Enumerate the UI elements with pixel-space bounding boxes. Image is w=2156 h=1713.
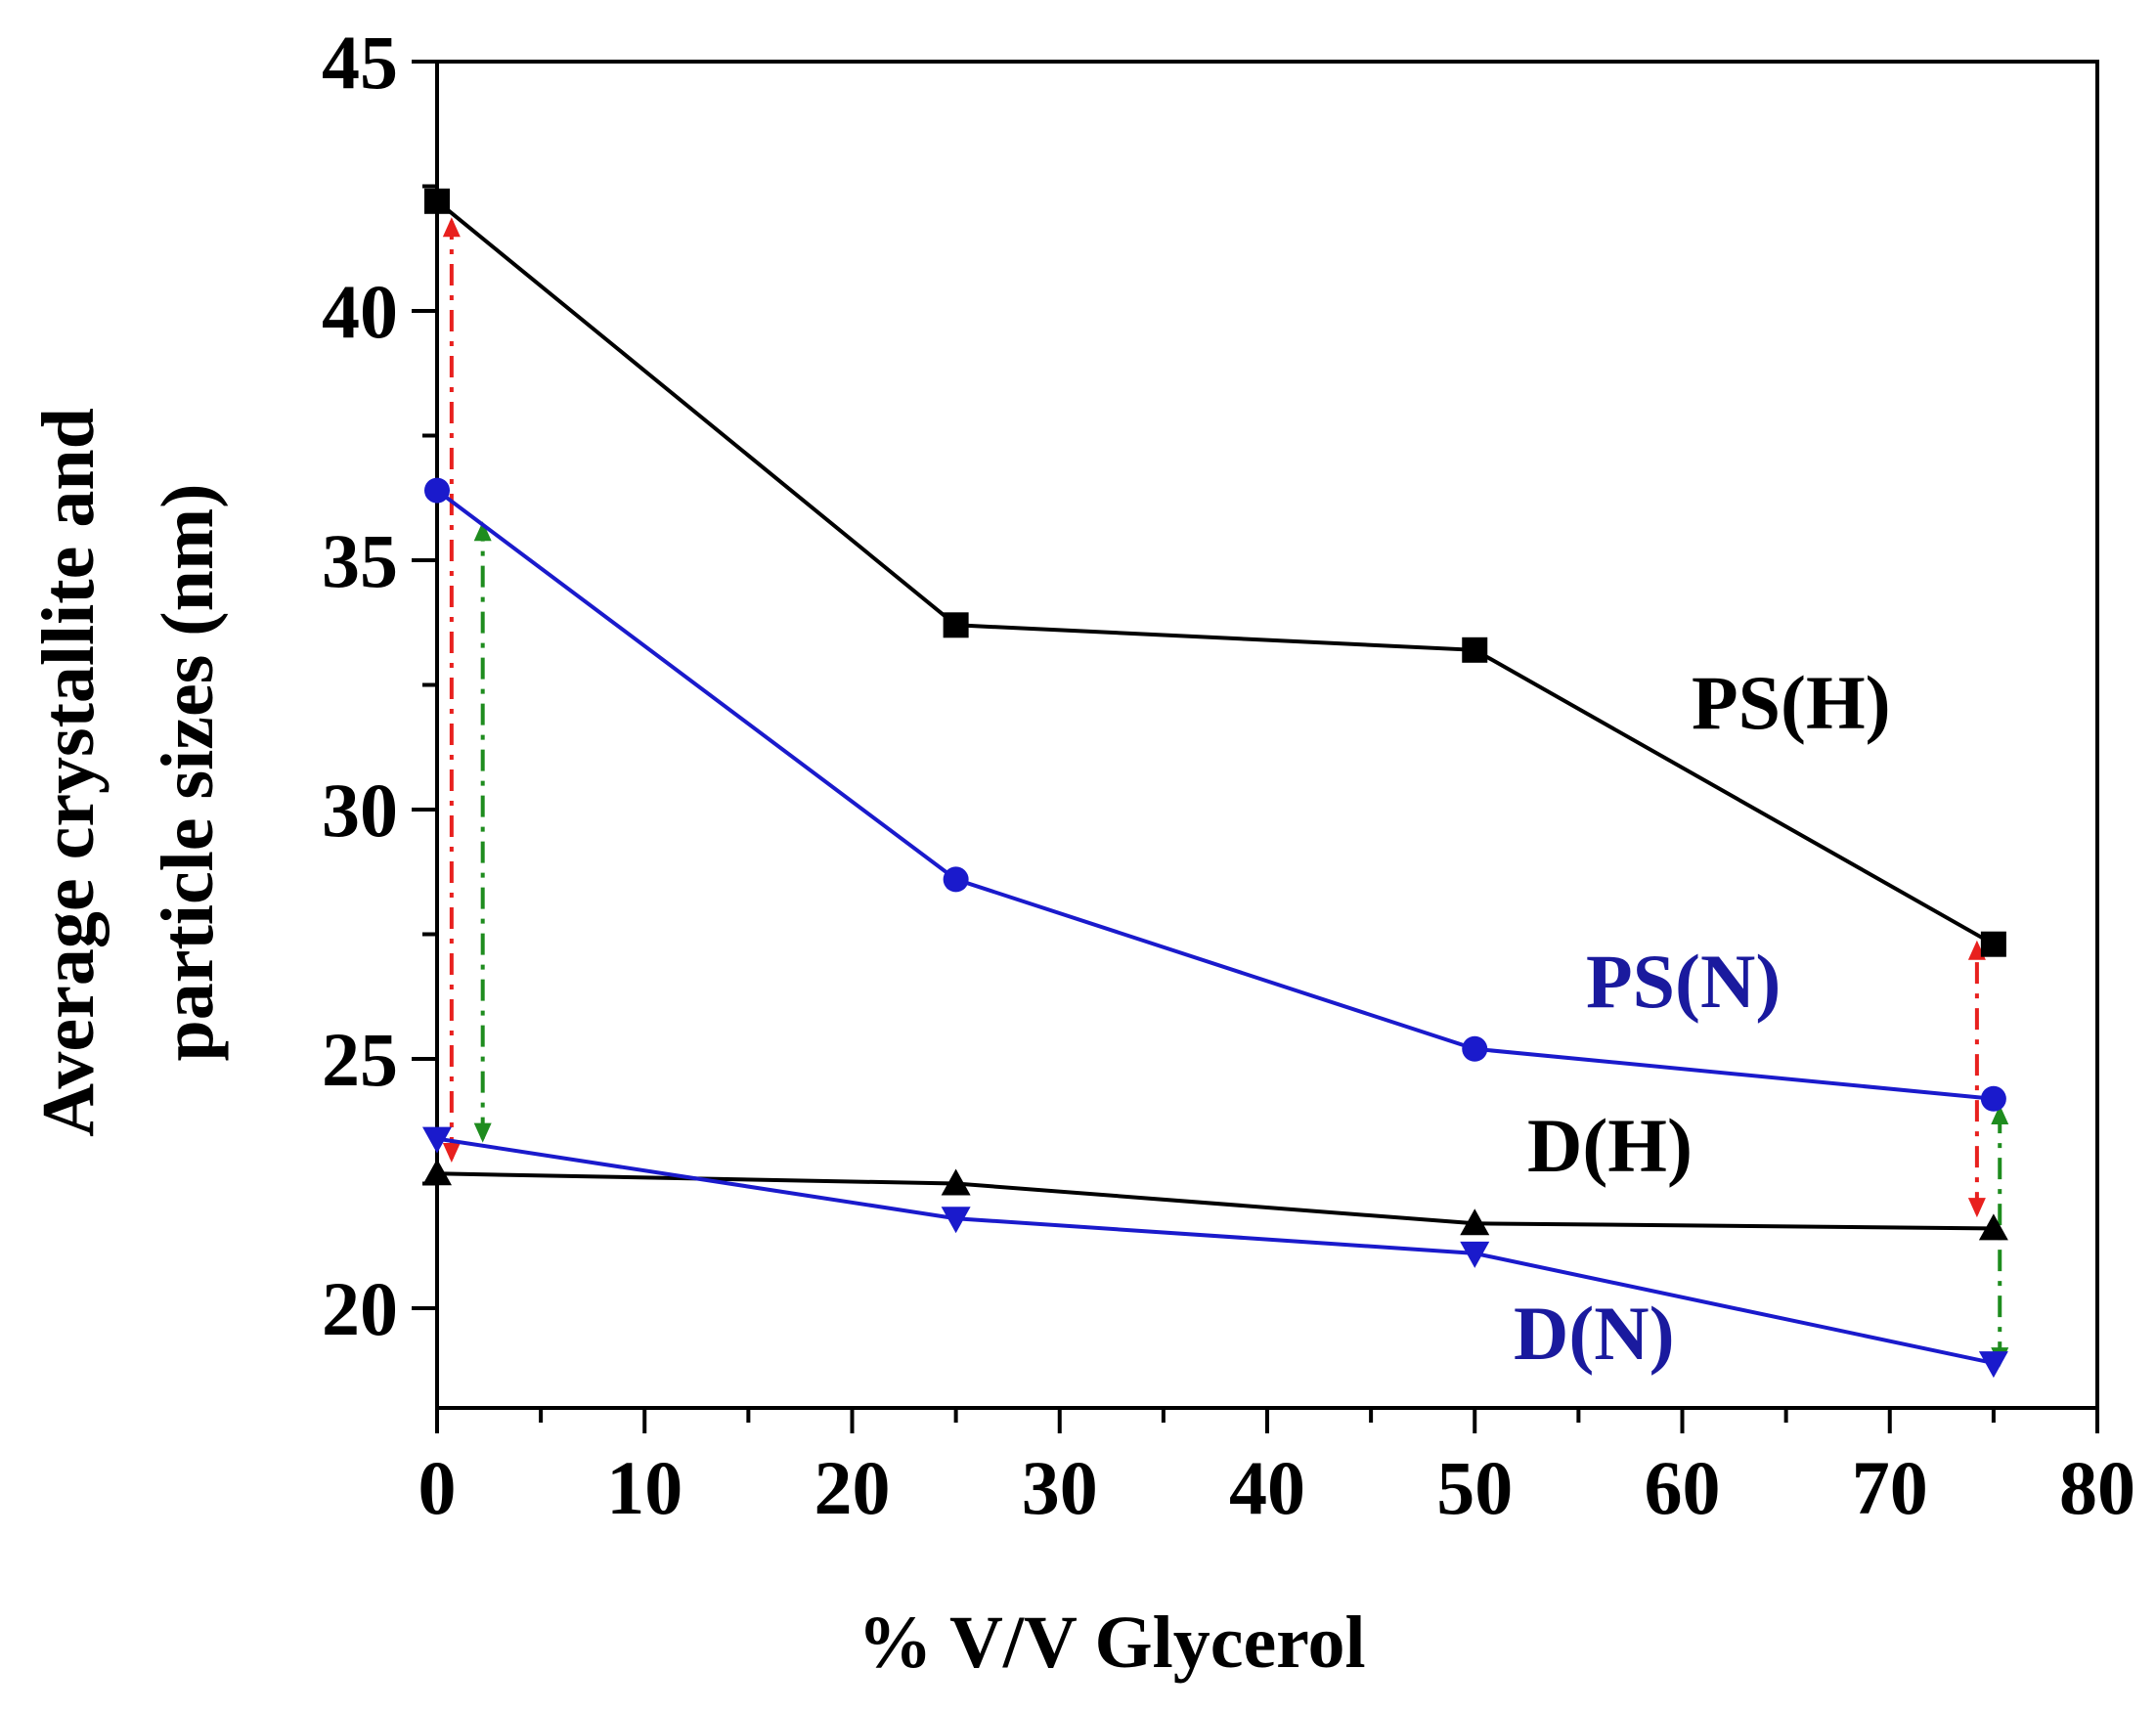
data-point-ps-n [1980, 1085, 2006, 1112]
y-tick-labels: 20 25 30 35 40 45 [322, 20, 398, 1351]
y-tick-label: 45 [322, 20, 398, 105]
x-tick-label: 20 [814, 1445, 891, 1530]
data-point-d-n [1460, 1241, 1490, 1268]
x-tick-labels: 0 10 20 30 40 50 60 70 80 [418, 1445, 2136, 1530]
y-axis-title-line1: Average crystallite and [27, 408, 110, 1137]
y-tick-label: 40 [322, 269, 398, 354]
annotation-arrows [442, 217, 2009, 1368]
annotation-arrowhead-down [1967, 1198, 1986, 1218]
y-tick-label: 25 [322, 1017, 398, 1102]
x-tick-label: 50 [1436, 1445, 1513, 1530]
series-label-d-n: D(N) [1514, 1291, 1675, 1376]
annotation-arrowhead-up [442, 217, 461, 238]
data-point-ps-h [1462, 637, 1488, 663]
y-tick-label: 30 [322, 768, 398, 853]
data-point-d-h [1460, 1208, 1490, 1236]
axis-ticks [412, 60, 2099, 1433]
x-tick-label: 70 [1852, 1445, 1928, 1530]
data-point-d-n [941, 1207, 971, 1234]
data-point-ps-h [1980, 931, 2006, 957]
y-tick-label: 35 [322, 518, 398, 603]
data-point-d-n [422, 1126, 452, 1154]
x-tick-label: 10 [606, 1445, 682, 1530]
data-point-ps-h [943, 612, 969, 638]
series-line-ps-n [435, 488, 1995, 1101]
annotation-arrowhead-up [1991, 1105, 2009, 1124]
series-label-ps-h: PS(H) [1692, 660, 1891, 745]
series-markers [422, 188, 2008, 1379]
series-label-ps-n: PS(N) [1586, 939, 1781, 1024]
series-lines [435, 199, 1995, 1366]
data-point-ps-n [1462, 1035, 1488, 1062]
data-point-d-n [1978, 1351, 2008, 1379]
data-point-ps-n [943, 866, 969, 893]
data-point-d-h [941, 1168, 971, 1196]
data-point-d-h [1978, 1213, 2008, 1241]
series-line-d-n [436, 1136, 1995, 1366]
series-line-d-h [436, 1171, 1994, 1231]
annotation-arrowhead-down [473, 1122, 492, 1143]
x-tick-label: 0 [418, 1445, 457, 1530]
x-tick-label: 30 [1022, 1445, 1098, 1530]
x-tick-label: 40 [1229, 1445, 1305, 1530]
x-tick-label: 80 [2059, 1445, 2135, 1530]
data-point-ps-n [424, 477, 450, 504]
x-tick-label: 60 [1645, 1445, 1721, 1530]
x-axis-title: % V/V Glycerol [858, 1602, 1365, 1684]
series-line-ps-h [435, 199, 1995, 946]
y-tick-label: 20 [322, 1266, 398, 1351]
data-point-ps-h [424, 188, 450, 214]
annotation-arrowhead-up [473, 521, 492, 542]
series-label-d-h: D(H) [1527, 1103, 1693, 1188]
annotation-arrowhead-down [442, 1143, 461, 1163]
data-point-d-h [422, 1159, 452, 1186]
y-axis-title-line2: particle sizes (nm) [147, 484, 229, 1062]
